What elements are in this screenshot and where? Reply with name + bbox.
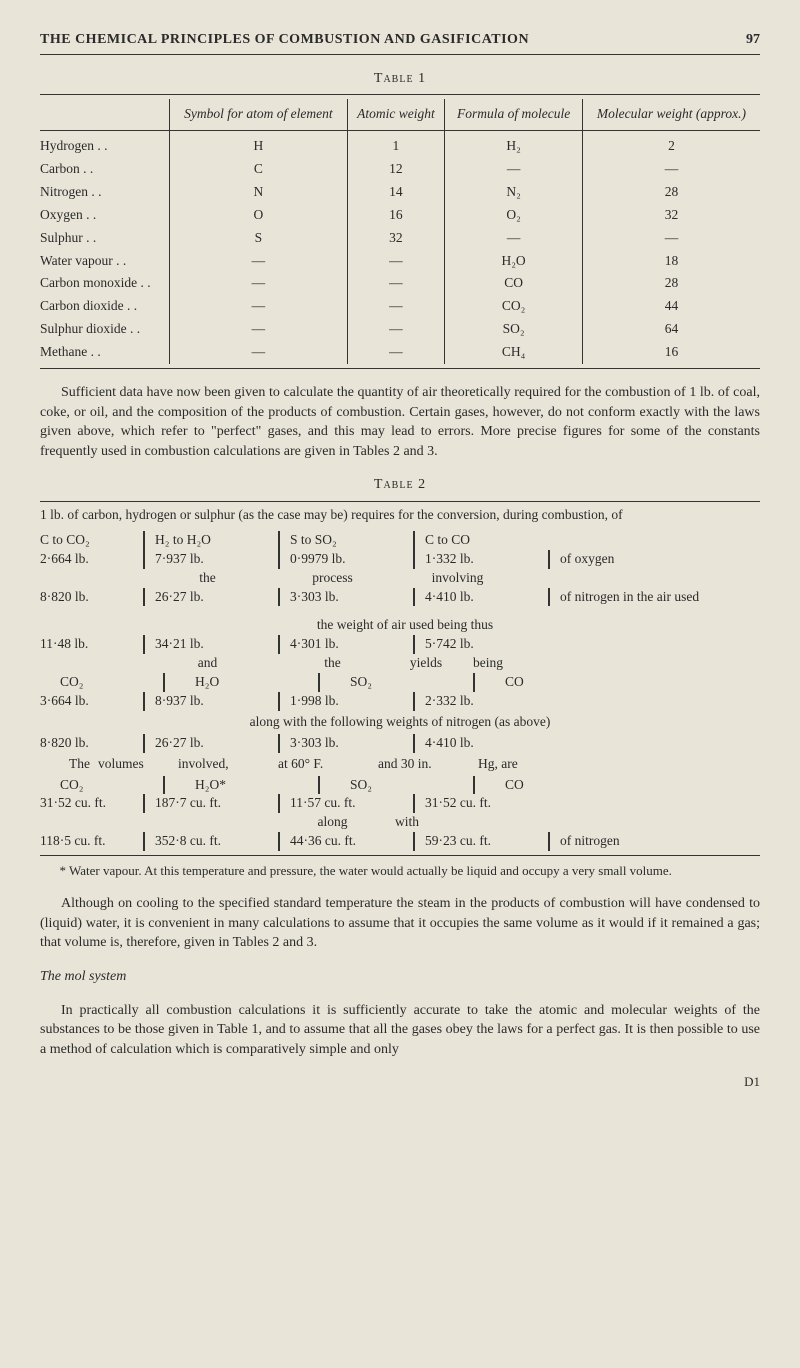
table-cell: Methane . . <box>40 341 170 364</box>
table-cell: Oxygen . . <box>40 204 170 227</box>
table-cell: — <box>582 158 760 181</box>
table-row: 8·820 lb. 26·27 lb. 3·303 lb. 4·410 lb. <box>40 734 760 753</box>
table2-footnote: * Water vapour. At this temperature and … <box>40 862 760 880</box>
table-cell: Water vapour . . <box>40 250 170 273</box>
table-cell: 32 <box>582 204 760 227</box>
table-cell: Carbon . . <box>40 158 170 181</box>
inter-text: along with <box>40 813 760 832</box>
table-cell: — <box>347 272 445 295</box>
table-cell: 1 <box>347 131 445 158</box>
table-cell: Nitrogen . . <box>40 181 170 204</box>
table-cell: — <box>170 250 347 273</box>
th-molwt: Molecular weight (approx.) <box>582 99 760 130</box>
table-cell: 18 <box>582 250 760 273</box>
table-cell: H <box>170 131 347 158</box>
inter-text: along with the following weights of nitr… <box>40 711 760 734</box>
table-cell: S <box>170 227 347 250</box>
table-cell: CO <box>445 272 583 295</box>
rule <box>40 94 760 95</box>
inter-text: the weight of air used being thus <box>40 616 760 635</box>
table-cell: C <box>170 158 347 181</box>
section-heading: The mol system <box>40 967 760 987</box>
th-atomic: Atomic weight <box>347 99 445 130</box>
table-cell: — <box>170 295 347 318</box>
table-row: 11·48 lb. 34·21 lb. 4·301 lb. 5·742 lb. <box>40 635 760 654</box>
table-cell: Sulphur . . <box>40 227 170 250</box>
table-cell: SO₂ <box>445 318 583 341</box>
table-row: Sulphur dioxide . .——SO₂64 <box>40 318 760 341</box>
table-cell: 14 <box>347 181 445 204</box>
table1-caption: Table 1 <box>40 69 760 89</box>
table-cell: — <box>170 318 347 341</box>
signature-mark: D1 <box>40 1073 760 1091</box>
table-row: CO₂ H₂O SO₂ CO <box>40 673 760 692</box>
rule <box>40 368 760 369</box>
table2-intro: 1 lb. of carbon, hydrogen or sulphur (as… <box>40 506 760 525</box>
table-cell: O₂ <box>445 204 583 227</box>
table-cell: Carbon dioxide . . <box>40 295 170 318</box>
table-cell: — <box>347 341 445 364</box>
table-cell: — <box>582 227 760 250</box>
inter-text: the process involving <box>40 569 760 588</box>
table-cell: 44 <box>582 295 760 318</box>
inter-text: The volumes involved, at 60° F. and 30 i… <box>40 753 760 776</box>
table-row: 31·52 cu. ft. 187·7 cu. ft. 11·57 cu. ft… <box>40 794 760 813</box>
table-row: Sulphur . .S32—— <box>40 227 760 250</box>
table-cell: 28 <box>582 181 760 204</box>
table-cell: 28 <box>582 272 760 295</box>
th-formula: Formula of molecule <box>445 99 583 130</box>
table-cell: N₂ <box>445 181 583 204</box>
table-cell: — <box>347 295 445 318</box>
table-row: CO₂ H₂O* SO₂ CO <box>40 776 760 795</box>
table-row: Oxygen . .O16O₂32 <box>40 204 760 227</box>
table-row: 118·5 cu. ft. 352·8 cu. ft. 44·36 cu. ft… <box>40 832 760 851</box>
table-cell: O <box>170 204 347 227</box>
table-row: Methane . .——CH₄16 <box>40 341 760 364</box>
th-blank <box>40 99 170 130</box>
table-row: Hydrogen . .H1H₂2 <box>40 131 760 158</box>
paragraph-3: In practically all combustion calculatio… <box>40 1001 760 1060</box>
page-title: THE CHEMICAL PRINCIPLES OF COMBUSTION AN… <box>40 30 529 50</box>
running-header: THE CHEMICAL PRINCIPLES OF COMBUSTION AN… <box>40 30 760 55</box>
table-row: Carbon dioxide . .——CO₂44 <box>40 295 760 318</box>
rule <box>40 855 760 856</box>
table-cell: CO₂ <box>445 295 583 318</box>
table-row: 3·664 lb. 8·937 lb. 1·998 lb. 2·332 lb. <box>40 692 760 711</box>
table-row: Carbon monoxide . .——CO28 <box>40 272 760 295</box>
rule <box>40 501 760 502</box>
table-row: C to CO₂ H₂ to H₂O S to SO₂ C to CO <box>40 531 760 550</box>
table-cell: — <box>445 158 583 181</box>
table-row: Nitrogen . .N14N₂28 <box>40 181 760 204</box>
table-cell: Hydrogen . . <box>40 131 170 158</box>
table-cell: 16 <box>347 204 445 227</box>
table-row: 2·664 lb. 7·937 lb. 0·9979 lb. 1·332 lb.… <box>40 550 760 569</box>
table-cell: 64 <box>582 318 760 341</box>
table-cell: 12 <box>347 158 445 181</box>
table-cell: 2 <box>582 131 760 158</box>
table-cell: N <box>170 181 347 204</box>
inter-text: and the yields being <box>40 654 760 673</box>
table1: Symbol for atom of element Atomic weight… <box>40 99 760 364</box>
th-symbol: Symbol for atom of element <box>170 99 347 130</box>
table2-caption: Table 2 <box>40 475 760 495</box>
table-cell: H₂ <box>445 131 583 158</box>
paragraph-1: Sufficient data have now been given to c… <box>40 383 760 461</box>
table-cell: Carbon monoxide . . <box>40 272 170 295</box>
table-cell: 16 <box>582 341 760 364</box>
table-cell: H₂O <box>445 250 583 273</box>
table2: C to CO₂ H₂ to H₂O S to SO₂ C to CO 2·66… <box>40 531 760 851</box>
table-row: 8·820 lb. 26·27 lb. 3·303 lb. 4·410 lb. … <box>40 588 760 607</box>
table-row: Water vapour . .——H₂O18 <box>40 250 760 273</box>
table-cell: — <box>445 227 583 250</box>
paragraph-2: Although on cooling to the specified sta… <box>40 894 760 953</box>
table-cell: — <box>347 250 445 273</box>
table-cell: Sulphur dioxide . . <box>40 318 170 341</box>
table-cell: 32 <box>347 227 445 250</box>
table-cell: CH₄ <box>445 341 583 364</box>
page-number: 97 <box>746 30 760 50</box>
table-cell: — <box>170 272 347 295</box>
table-cell: — <box>170 341 347 364</box>
table-cell: — <box>347 318 445 341</box>
table-row: Carbon . .C12—— <box>40 158 760 181</box>
